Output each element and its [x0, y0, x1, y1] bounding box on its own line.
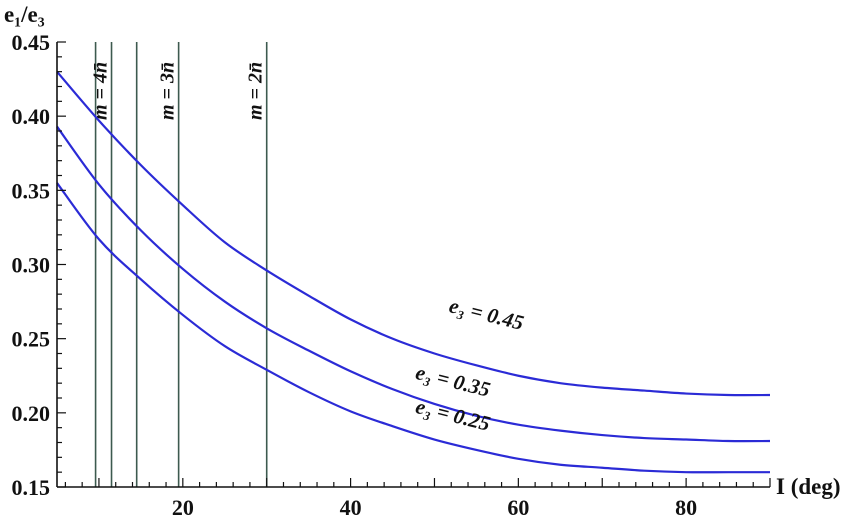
- y-tick-label-5: 0.40: [12, 104, 51, 129]
- y-tick-label-1: 0.20: [12, 401, 51, 426]
- y-tick-label-6: 0.45: [12, 30, 51, 55]
- reference-line-label-1: m = 4n̄: [90, 62, 112, 120]
- y-axis-title: e₁/e₃: [4, 2, 45, 27]
- y-tick-label-3: 0.30: [12, 253, 51, 278]
- reference-line-label-4: m = 2n̄: [245, 62, 267, 120]
- x-tick-label-2: 60: [507, 495, 529, 520]
- x-tick-label-3: 80: [675, 495, 697, 520]
- y-tick-label-4: 0.35: [12, 178, 51, 203]
- series-line-1: [56, 125, 771, 443]
- series-label-2: e₃ = 0.25: [413, 394, 492, 436]
- x-tick-label-1: 40: [340, 495, 362, 520]
- y-tick-label-2: 0.25: [12, 327, 51, 352]
- series-line-0: [56, 70, 771, 397]
- series-line-2: [56, 182, 770, 474]
- y-tick-label-0: 0.15: [12, 475, 51, 500]
- reference-line-label-3: m = 3n̄: [157, 62, 179, 120]
- x-axis-title: I (deg): [776, 474, 841, 499]
- x-tick-label-0: 20: [172, 495, 194, 520]
- series-label-0: e₃ = 0.45: [447, 293, 526, 335]
